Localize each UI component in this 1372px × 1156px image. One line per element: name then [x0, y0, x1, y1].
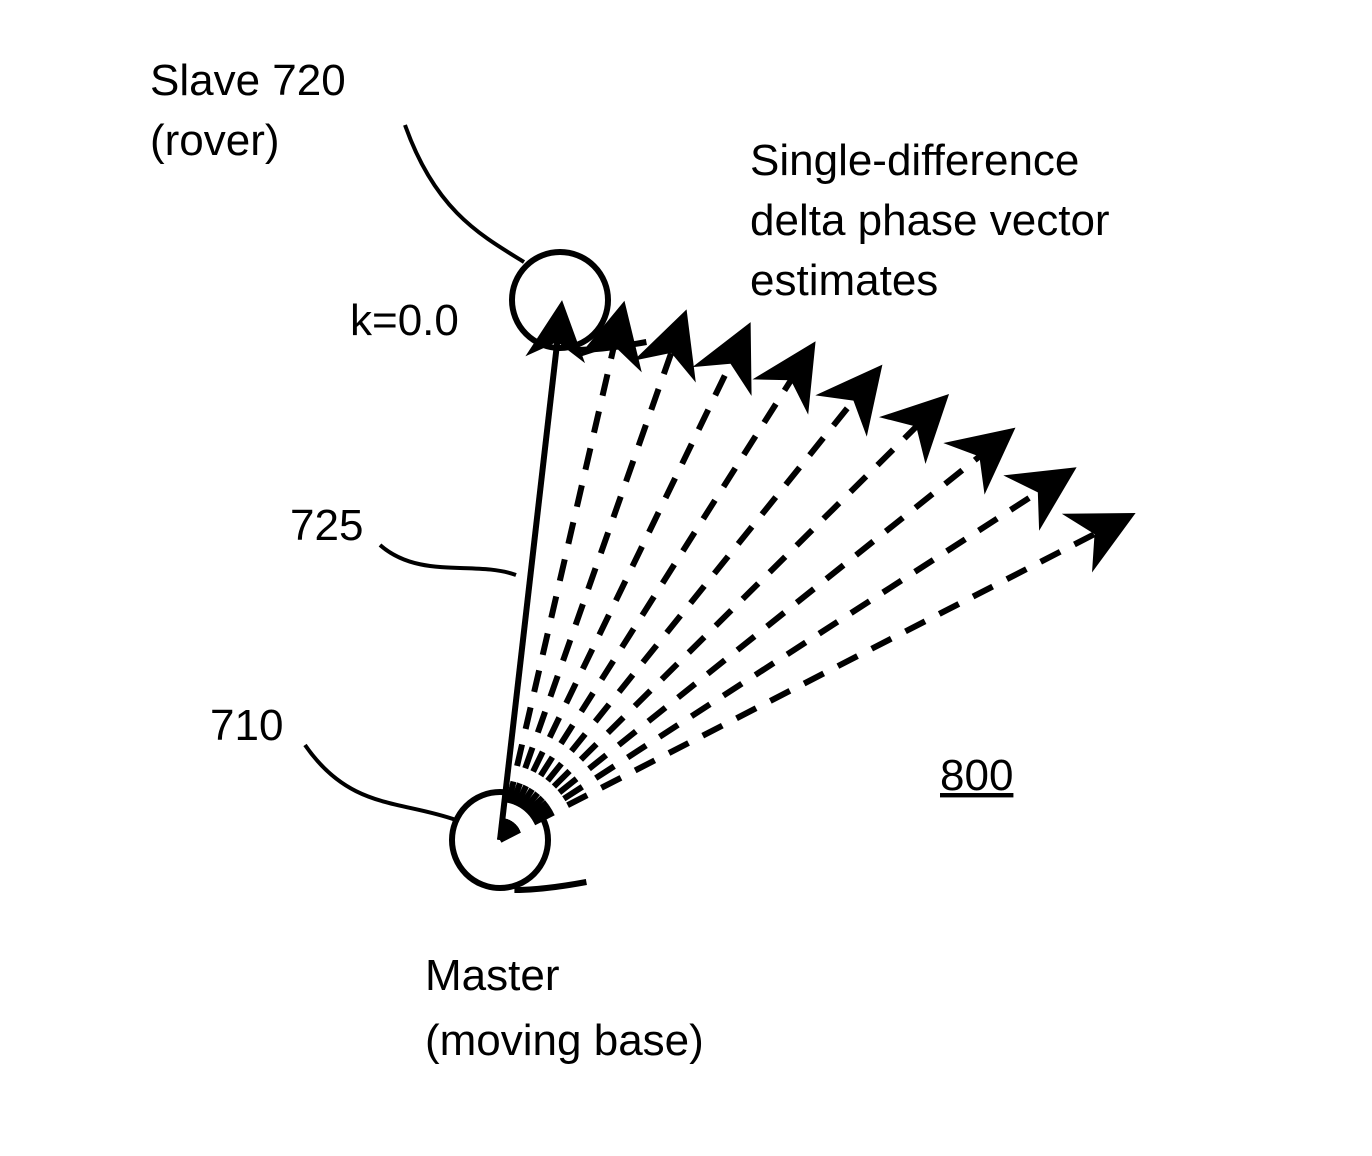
leader-slave	[405, 125, 524, 262]
estimates-label-2: delta phase vector	[750, 196, 1110, 245]
master-label-line2: (moving base)	[425, 1016, 704, 1065]
leader-vector-725	[380, 545, 516, 575]
slave-label-line1: Slave 720	[150, 56, 346, 105]
vector-ref-725: 725	[290, 501, 363, 550]
estimates-label-3: estimates	[750, 256, 938, 305]
estimate-vector	[500, 340, 742, 840]
k-label: k=0.0	[350, 296, 459, 345]
figure-number: 800	[940, 751, 1013, 800]
slave-label-line2: (rover)	[150, 116, 280, 165]
estimate-vector	[500, 408, 935, 840]
master-label-line1: Master	[425, 951, 559, 1000]
estimates-label-1: Single-difference	[750, 136, 1079, 185]
estimate-vector	[500, 440, 1000, 840]
master-ref-710: 710	[210, 701, 283, 750]
estimate-vectors	[500, 320, 1118, 840]
slave-node	[512, 252, 646, 350]
diagram-canvas: Slave 720 (rover) k=0.0 Single-differenc…	[0, 0, 1372, 1156]
leader-master-710	[305, 745, 456, 820]
